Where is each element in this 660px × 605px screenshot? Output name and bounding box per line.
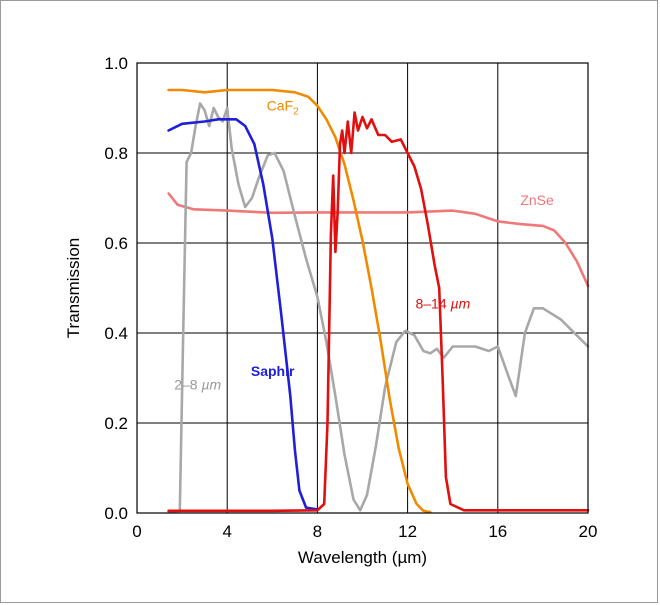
y-axis-title: Transmission <box>64 238 83 338</box>
series-line-znse <box>167 192 590 288</box>
x-tick-label: 12 <box>398 522 417 541</box>
label-2-8-main: 2–8 <box>174 376 201 392</box>
y-tick-label: 0.8 <box>104 144 128 163</box>
x-tick-label: 4 <box>222 522 231 541</box>
y-tick-label: 0.6 <box>104 234 128 253</box>
series-layer <box>167 88 590 514</box>
series-line-8-14um <box>167 111 590 513</box>
y-tick-label: 0.4 <box>104 324 128 343</box>
x-tick-label: 20 <box>579 522 598 541</box>
label-8-14-unit: µm <box>451 295 471 311</box>
caf2-label-subscript: 2 <box>293 106 299 117</box>
x-tick-label: 0 <box>132 522 141 541</box>
series-label-2-8um: 2–8 µm <box>174 376 221 392</box>
series-label-znse: ZnSe <box>520 192 554 208</box>
series-line-saphir <box>167 118 319 511</box>
series-label-caf2: CaF2 <box>267 97 299 117</box>
label-8-14-main: 8–14 <box>415 295 450 311</box>
series-label-saphir: Saphir <box>251 363 295 379</box>
x-axis-title: Wavelength (µm) <box>298 548 427 567</box>
series-label-8-14um: 8–14 µm <box>415 295 470 311</box>
y-tick-label: 0.2 <box>104 414 128 433</box>
plot-area-border <box>136 62 589 514</box>
tick-labels: 0 4 8 12 16 20 0.0 0.2 0.4 0.6 0.8 1.0 <box>104 54 597 541</box>
grid-layer <box>137 63 588 513</box>
x-tick-label: 16 <box>488 522 507 541</box>
x-tick-label: 8 <box>313 522 322 541</box>
series-line-2-8um <box>167 102 590 513</box>
caf2-label-main: CaF <box>267 97 293 113</box>
label-2-8-unit: µm <box>201 376 221 392</box>
y-tick-label: 0.0 <box>104 504 128 523</box>
y-tick-label: 1.0 <box>104 54 128 73</box>
